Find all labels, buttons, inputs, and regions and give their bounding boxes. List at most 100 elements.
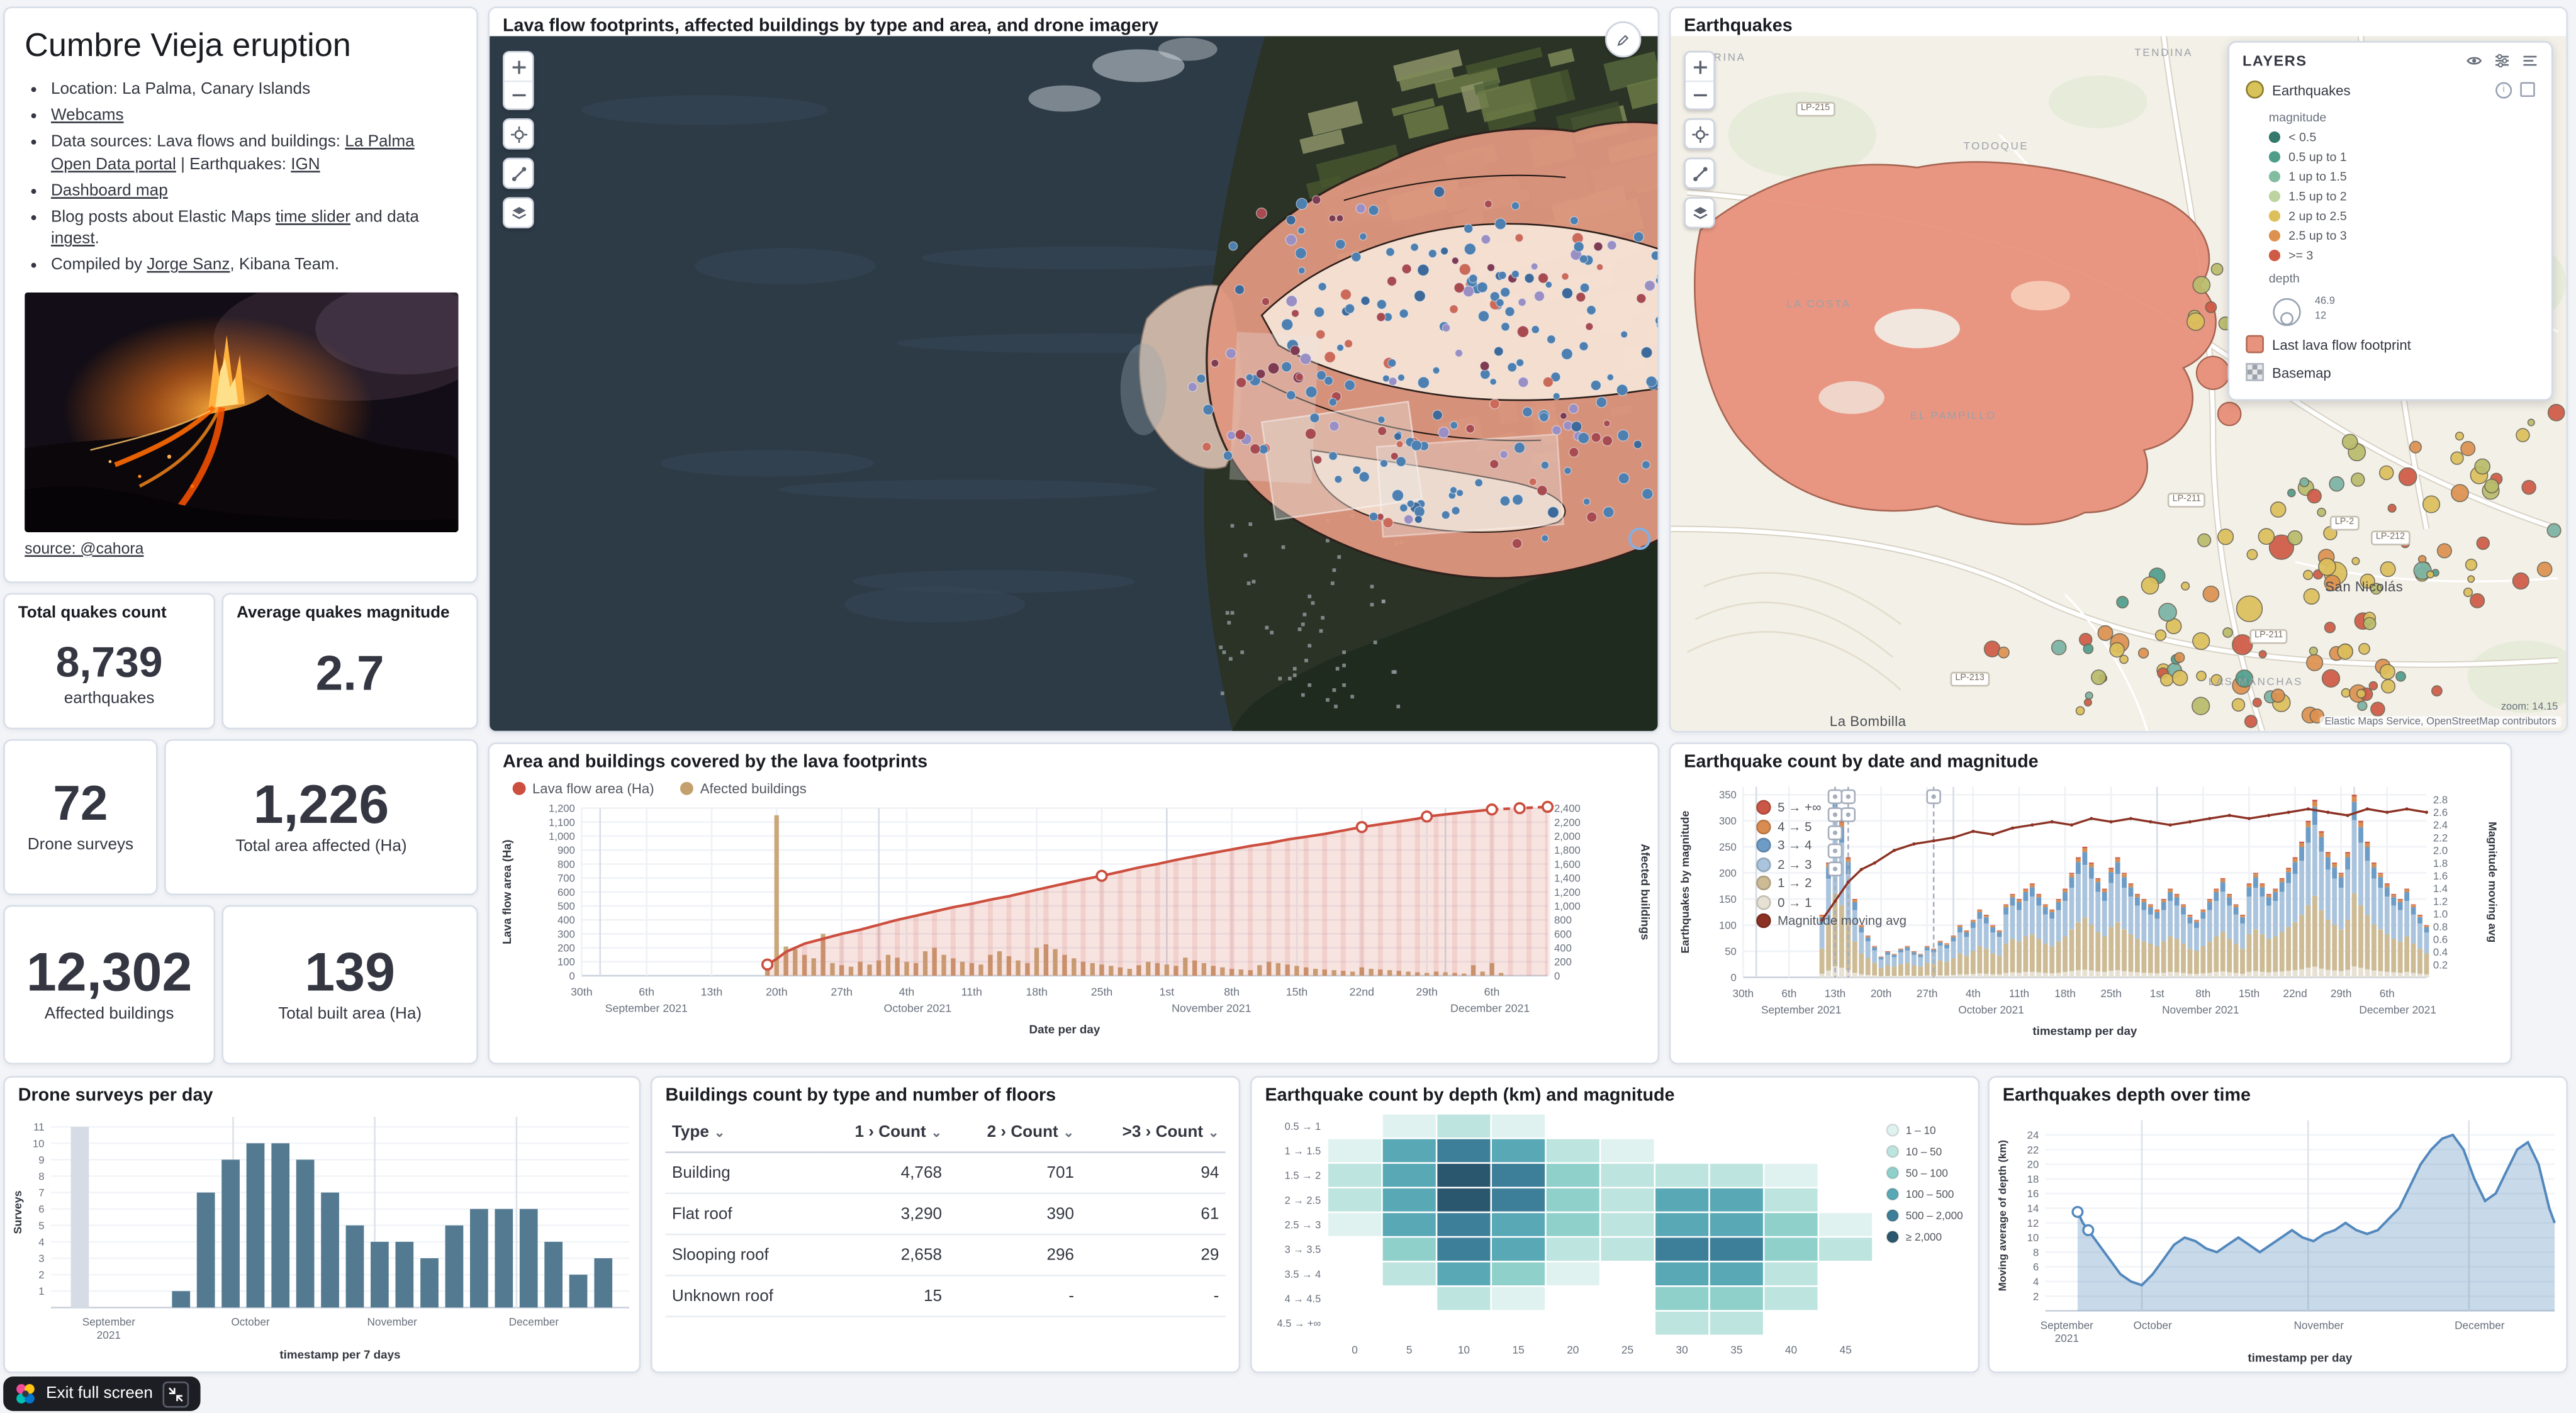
legend-item[interactable]: 0 → 1 (1756, 894, 1907, 910)
earthquakes-map-panel: Earthquakes MARINATENDINATACANDETODOQUEL… (1669, 6, 2568, 733)
metric-title: Total quakes count (18, 604, 167, 623)
magnitude-legend-item[interactable]: < 0.5 (2229, 126, 2551, 146)
panel-title: Buildings count by type and number of fl… (665, 1085, 1056, 1106)
legend-item[interactable]: Afected buildings (680, 780, 807, 796)
legend-item[interactable]: Magnitude moving avg (1756, 913, 1907, 929)
svg-text:600: 600 (557, 886, 575, 898)
settings-icon[interactable] (2494, 53, 2510, 69)
svg-text:4th: 4th (899, 985, 915, 998)
magnitude-legend-item[interactable]: 1.5 up to 2 (2229, 186, 2551, 205)
svg-text:20: 20 (1567, 1343, 1579, 1356)
lava-area-chart[interactable]: 0 100 200 300 400 500 600 700 800 900 1,000 1,100 1,… (490, 798, 1657, 1063)
info-link[interactable]: Webcams (50, 106, 124, 125)
svg-text:0.8: 0.8 (2433, 921, 2448, 933)
set-view-button[interactable] (1686, 120, 1713, 148)
info-link[interactable]: Jorge Sanz (147, 256, 230, 275)
info-bullet: Location: La Palma, Canary Islands (51, 79, 457, 101)
info-bullet: Compiled by Jorge Sanz, Kibana Team. (51, 255, 457, 277)
table-row[interactable]: Slooping roof 2,658 296 29 (665, 1234, 1226, 1276)
draw-tool-button[interactable] (505, 159, 532, 187)
svg-text:24: 24 (2027, 1129, 2039, 1141)
svg-text:16: 16 (2027, 1188, 2039, 1200)
legend-item[interactable]: Lava flow area (Ha) (512, 780, 654, 796)
legend-item[interactable]: 3 → 4 (1756, 837, 1907, 853)
table-row[interactable]: Flat roof 3,290 390 61 (665, 1193, 1226, 1236)
svg-text:2,200: 2,200 (1554, 817, 1581, 829)
layer-item-basemap[interactable]: Basemap (2229, 358, 2551, 386)
magnitude-legend-item[interactable]: >= 3 (2229, 245, 2551, 264)
table-header-1[interactable]: 1 › Count ⌄ (816, 1114, 949, 1153)
table-header-0[interactable]: Type ⌄ (665, 1114, 817, 1153)
svg-text:timestamp per day: timestamp per day (2248, 1351, 2353, 1365)
depth-magnitude-heatmap[interactable]: 0.5 → 1 1 → 1.5 1.5 → 2 2 → 2.5 2.5 → 3 3 → 3… (1252, 1107, 1978, 1367)
drone-surveys-chart[interactable]: 1 2 3 4 5 6 7 8 9 10 11 September 2021 October Novembe… (5, 1107, 639, 1367)
zoom-in-button[interactable] (505, 53, 532, 81)
attribution-text[interactable]: Elastic Maps Service, OpenStreetMap cont… (2319, 716, 2562, 728)
table-header-2[interactable]: 2 › Count ⌄ (948, 1114, 1081, 1153)
edit-button[interactable] (1604, 21, 1642, 58)
info-link[interactable]: IGN (291, 155, 320, 174)
panel-title: Earthquake count by date and magnitude (1684, 752, 2039, 773)
svg-text:1 – 10: 1 – 10 (1906, 1124, 1936, 1136)
svg-text:800: 800 (557, 858, 575, 870)
draw-tool-button[interactable] (1686, 159, 1713, 187)
svg-text:200: 200 (557, 942, 575, 954)
svg-text:100: 100 (557, 956, 575, 968)
legend-item[interactable]: 1 → 2 (1756, 875, 1907, 891)
table-row[interactable]: Building 4,768 701 94 (665, 1152, 1226, 1195)
svg-text:13th: 13th (1825, 987, 1846, 1000)
svg-text:1.2: 1.2 (2433, 895, 2448, 907)
info-link[interactable]: La Palma Open Data portal (50, 133, 415, 174)
eye-icon[interactable] (2466, 53, 2482, 69)
info-icon[interactable]: i (2495, 81, 2512, 98)
lava-area-chart-panel: Area and buildings covered by the lava f… (488, 742, 1660, 1064)
magnitude-legend-item[interactable]: 1 up to 1.5 (2229, 166, 2551, 186)
info-link[interactable]: time slider (275, 208, 350, 226)
svg-text:December: December (2455, 1319, 2505, 1331)
zoom-out-button[interactable] (1685, 80, 1714, 108)
depth-over-time-chart[interactable]: 2 4 6 8 10 12 14 16 18 20 22 24 September 2021 October… (1990, 1107, 2566, 1367)
lava-footprint-swatch (2246, 335, 2264, 354)
quake-date-chart[interactable]: 0 50 100 150 200 250 300 350 0.2 0.4 0.6 0.8 1.0 1.2 1… (1671, 774, 2510, 1063)
svg-text:timestamp per 7 days: timestamp per 7 days (279, 1348, 400, 1361)
zoom-in-button[interactable] (1686, 53, 1713, 81)
layers-button[interactable] (1686, 199, 1713, 226)
svg-text:150: 150 (1719, 893, 1737, 905)
svg-text:2,000: 2,000 (1554, 830, 1581, 842)
svg-text:800: 800 (1554, 914, 1572, 926)
depth-legend-title: depth (2268, 271, 2300, 286)
depth-size-legend: 46.9 12 (2229, 288, 2551, 330)
layers-button[interactable] (505, 199, 532, 226)
svg-text:November 2021: November 2021 (1172, 1002, 1251, 1014)
elastic-logo (14, 1383, 36, 1404)
svg-text:October 2021: October 2021 (1958, 1003, 2024, 1016)
magnitude-legend-item[interactable]: 2.5 up to 3 (2229, 225, 2551, 245)
panel-title: Earthquakes depth over time (2002, 1085, 2251, 1106)
exit-fullscreen-button[interactable]: Exit full screen (3, 1377, 201, 1411)
svg-text:timestamp per day: timestamp per day (2032, 1024, 2137, 1037)
legend-item[interactable]: 5 → +∞ (1756, 800, 1907, 815)
magnitude-legend-item[interactable]: 2 up to 2.5 (2229, 205, 2551, 225)
svg-text:1.8: 1.8 (2433, 857, 2448, 869)
layer-item-earthquakes[interactable]: Earthquakes i (2229, 75, 2551, 103)
layer-item-lava-footprint[interactable]: Last lava flow footprint (2229, 330, 2551, 358)
table-row[interactable]: Unknown roof 15- - (665, 1275, 1226, 1318)
svg-text:18: 18 (2027, 1173, 2039, 1185)
photo-source-link[interactable]: source: @cahora (25, 539, 144, 558)
lava-flow-map[interactable] (490, 36, 1658, 731)
info-link[interactable]: ingest (50, 230, 95, 249)
legend-item[interactable]: 2 → 3 (1756, 856, 1907, 872)
panel-title: Earthquakes (1684, 16, 1793, 36)
buildings-table-panel: Buildings count by type and number of fl… (650, 1076, 1241, 1373)
menu-icon[interactable] (2522, 53, 2538, 69)
svg-text:4: 4 (2033, 1276, 2039, 1288)
set-view-button[interactable] (505, 120, 532, 148)
table-header-3[interactable]: >3 › Count ⌄ (1080, 1114, 1226, 1153)
zoom-out-button[interactable] (504, 80, 532, 108)
svg-text:6th: 6th (639, 985, 654, 998)
svg-text:6th: 6th (1484, 985, 1500, 998)
magnitude-legend-item[interactable]: 0.5 up to 1 (2229, 146, 2551, 165)
info-link[interactable]: Dashboard map (50, 181, 168, 200)
layer-box-icon[interactable] (2520, 82, 2535, 98)
legend-item[interactable]: 4 → 5 (1756, 818, 1907, 834)
